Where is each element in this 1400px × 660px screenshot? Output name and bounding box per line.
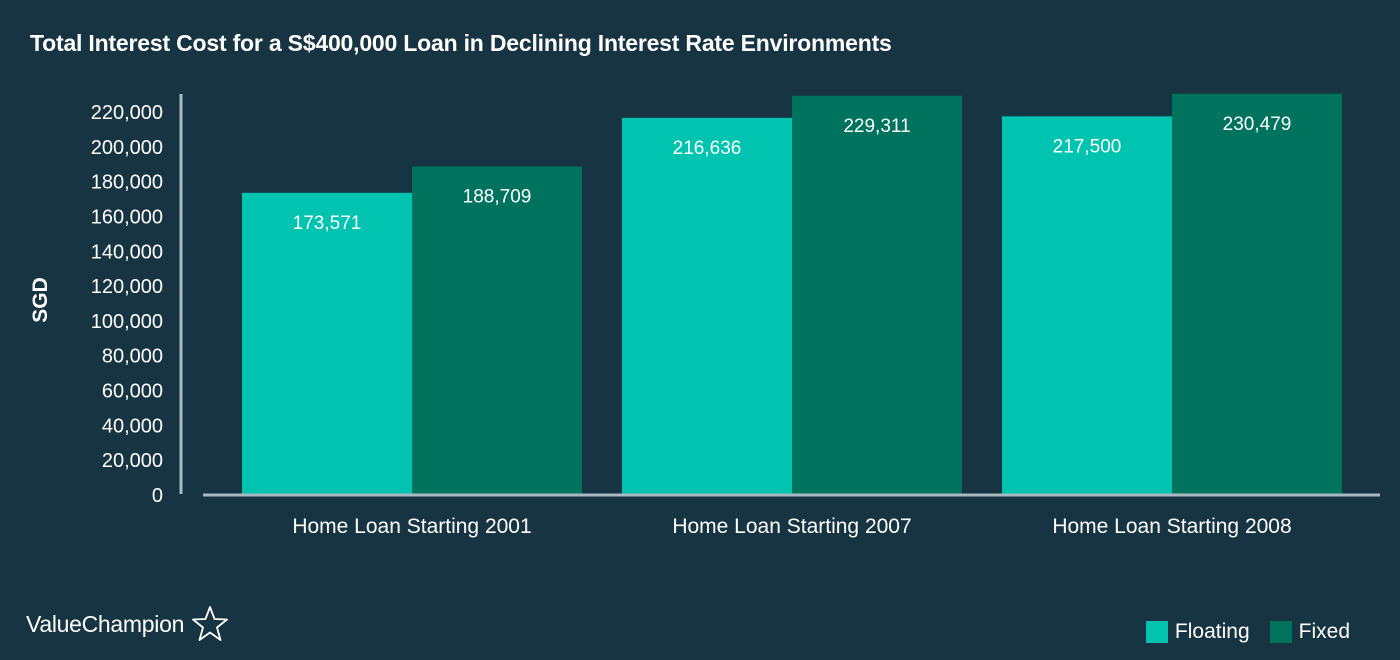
star-outline-icon	[192, 606, 228, 641]
y-tick-label: 60,000	[102, 381, 163, 403]
bar-fixed	[792, 95, 962, 495]
bar-chart: 0 20,000 40,000 60,000 80,000 100,000 120,000 1…	[29, 93, 1380, 538]
data-label: 216,636	[673, 138, 742, 159]
x-tick-label: Home Loan Starting 2001	[292, 515, 531, 538]
data-label: 173,571	[293, 213, 362, 234]
y-tick-label: 100,000	[91, 311, 163, 333]
legend-item-fixed: Fixed	[1269, 620, 1350, 644]
y-tick-label: 0	[152, 485, 163, 507]
y-tick-label: 200,000	[91, 137, 163, 159]
y-tick-label: 40,000	[102, 415, 163, 437]
legend-swatch-floating	[1145, 621, 1168, 643]
bar-floating	[1002, 116, 1172, 496]
y-tick-label: 120,000	[91, 276, 163, 298]
bar-floating	[242, 192, 412, 495]
legend-label-fixed: Fixed	[1298, 620, 1350, 643]
y-tick-label: 140,000	[91, 241, 163, 263]
chart-legend: Floating Fixed	[1126, 620, 1350, 644]
y-tick-label: 160,000	[91, 206, 163, 228]
bar-fixed	[412, 166, 582, 495]
x-tick-label: Home Loan Starting 2007	[672, 515, 911, 538]
legend-item-floating: Floating	[1145, 620, 1250, 644]
data-label: 217,500	[1053, 136, 1122, 157]
legend-swatch-fixed	[1269, 621, 1292, 643]
y-tick-label: 220,000	[91, 102, 163, 124]
brand-name: ValueChampion	[26, 610, 185, 637]
bar-floating	[622, 117, 792, 495]
data-label: 188,709	[463, 186, 532, 207]
bar-fixed	[1172, 93, 1342, 495]
chart-title: Total Interest Cost for a S$400,000 Loan…	[30, 30, 892, 56]
data-label: 229,311	[843, 116, 910, 137]
y-axis-label: SGD	[29, 277, 52, 323]
data-label: 230,479	[1223, 114, 1292, 135]
legend-label-floating: Floating	[1174, 620, 1250, 643]
x-tick-label: Home Loan Starting 2008	[1052, 515, 1291, 538]
y-tick-label: 80,000	[102, 346, 163, 368]
y-tick-label: 20,000	[102, 450, 163, 472]
brand-logo: ValueChampion	[26, 604, 230, 644]
y-tick-label: 180,000	[91, 172, 163, 194]
